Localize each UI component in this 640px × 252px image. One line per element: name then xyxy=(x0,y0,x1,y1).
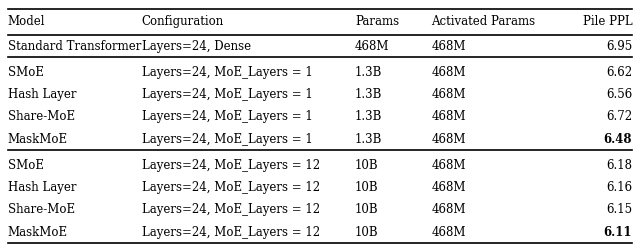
Text: 468M: 468M xyxy=(431,226,466,239)
Text: Layers=24, MoE_Layers = 12: Layers=24, MoE_Layers = 12 xyxy=(141,159,320,172)
Text: Pile PPL: Pile PPL xyxy=(582,15,632,28)
Text: 468M: 468M xyxy=(431,88,466,101)
Text: 468M: 468M xyxy=(431,40,466,53)
Text: Layers=24, MoE_Layers = 1: Layers=24, MoE_Layers = 1 xyxy=(141,133,312,146)
Text: 1.3B: 1.3B xyxy=(355,88,383,101)
Text: Standard Transformer: Standard Transformer xyxy=(8,40,141,53)
Text: 6.16: 6.16 xyxy=(606,181,632,194)
Text: Model: Model xyxy=(8,15,45,28)
Text: 10B: 10B xyxy=(355,226,379,239)
Text: Layers=24, Dense: Layers=24, Dense xyxy=(141,40,251,53)
Text: 468M: 468M xyxy=(355,40,390,53)
Text: Layers=24, MoE_Layers = 1: Layers=24, MoE_Layers = 1 xyxy=(141,88,312,101)
Text: 6.62: 6.62 xyxy=(606,66,632,79)
Text: Layers=24, MoE_Layers = 12: Layers=24, MoE_Layers = 12 xyxy=(141,181,320,194)
Text: 468M: 468M xyxy=(431,181,466,194)
Text: 6.48: 6.48 xyxy=(604,133,632,146)
Text: 10B: 10B xyxy=(355,181,379,194)
Text: Share-MoE: Share-MoE xyxy=(8,110,75,123)
Text: 468M: 468M xyxy=(431,133,466,146)
Text: 468M: 468M xyxy=(431,66,466,79)
Text: Activated Params: Activated Params xyxy=(431,15,536,28)
Text: Layers=24, MoE_Layers = 12: Layers=24, MoE_Layers = 12 xyxy=(141,226,320,239)
Text: 468M: 468M xyxy=(431,110,466,123)
Text: 6.56: 6.56 xyxy=(606,88,632,101)
Text: 1.3B: 1.3B xyxy=(355,133,383,146)
Text: Configuration: Configuration xyxy=(141,15,224,28)
Text: 6.72: 6.72 xyxy=(606,110,632,123)
Text: Hash Layer: Hash Layer xyxy=(8,181,76,194)
Text: 1.3B: 1.3B xyxy=(355,66,383,79)
Text: Layers=24, MoE_Layers = 12: Layers=24, MoE_Layers = 12 xyxy=(141,203,320,216)
Text: SMoE: SMoE xyxy=(8,66,44,79)
Text: 6.15: 6.15 xyxy=(606,203,632,216)
Text: MaskMoE: MaskMoE xyxy=(8,133,68,146)
Text: 6.18: 6.18 xyxy=(606,159,632,172)
Text: MaskMoE: MaskMoE xyxy=(8,226,68,239)
Text: 1.3B: 1.3B xyxy=(355,110,383,123)
Text: 468M: 468M xyxy=(431,203,466,216)
Text: 10B: 10B xyxy=(355,159,379,172)
Text: 10B: 10B xyxy=(355,203,379,216)
Text: 6.95: 6.95 xyxy=(606,40,632,53)
Text: Params: Params xyxy=(355,15,399,28)
Text: Layers=24, MoE_Layers = 1: Layers=24, MoE_Layers = 1 xyxy=(141,66,312,79)
Text: SMoE: SMoE xyxy=(8,159,44,172)
Text: Hash Layer: Hash Layer xyxy=(8,88,76,101)
Text: Layers=24, MoE_Layers = 1: Layers=24, MoE_Layers = 1 xyxy=(141,110,312,123)
Text: Share-MoE: Share-MoE xyxy=(8,203,75,216)
Text: 6.11: 6.11 xyxy=(604,226,632,239)
Text: 468M: 468M xyxy=(431,159,466,172)
